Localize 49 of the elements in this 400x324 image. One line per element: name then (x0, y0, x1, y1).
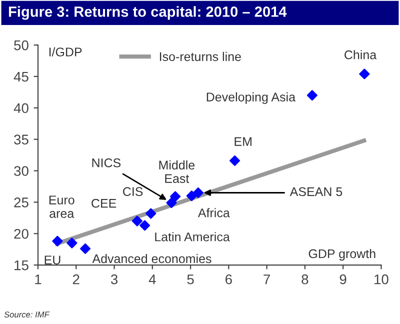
x-tick-label: 1 (35, 274, 42, 284)
y-tick-label: 45 (14, 72, 28, 82)
annotation: China (344, 50, 377, 60)
point (306, 90, 318, 101)
x-tick-label: 9 (340, 274, 346, 284)
y-tick-label: 35 (14, 134, 28, 144)
point (170, 191, 181, 202)
point (139, 220, 150, 231)
y-tick-label: 15 (14, 260, 28, 270)
x-tick-label: 4 (148, 274, 156, 284)
y-tick-label: 30 (14, 166, 28, 176)
annotation: ASEAN 5 (290, 187, 342, 196)
x-tick-label: 2 (72, 274, 80, 284)
annotation: Latin America (155, 232, 230, 242)
y-tick-label: 40 (14, 103, 28, 114)
annotation: EU (44, 256, 60, 264)
point (186, 190, 197, 202)
point (192, 187, 204, 198)
point (146, 208, 156, 219)
annotation: Euro area (49, 196, 74, 218)
x-tick-label: 8 (302, 274, 308, 284)
annotation: Advanced economies (92, 254, 212, 264)
point (66, 238, 78, 248)
point (359, 68, 370, 80)
point (166, 198, 177, 208)
annotation: Developing Asia (206, 92, 296, 104)
chart-title: Figure 3: Returns to capital: 2010 – 2014 (8, 6, 287, 20)
annotation: Middle East (159, 160, 195, 183)
source-note: Source: IMF (4, 312, 50, 318)
x-tick-label: 3 (110, 274, 118, 284)
x-tick-label: 5 (187, 274, 194, 284)
legend-label: Iso-returns line (160, 52, 241, 62)
x-tick-label: 10 (374, 274, 388, 284)
y-tick-label: 50 (14, 40, 28, 50)
x-tick-label: 6 (226, 274, 232, 284)
point (52, 236, 63, 246)
point (80, 243, 91, 254)
x-axis-title: GDP growth (308, 248, 376, 261)
y-tick-label: 20 (14, 228, 28, 239)
annotation: EM (234, 137, 252, 146)
x-tick-label: 7 (264, 274, 270, 284)
point (229, 155, 240, 166)
annotation: CEE (92, 198, 116, 208)
annotation: CIS (123, 187, 143, 196)
y-axis-title: I/GDP (49, 47, 82, 56)
point (132, 216, 142, 226)
annotation: NICS (92, 158, 121, 168)
annotation: Africa (198, 208, 230, 218)
y-tick-label: 25 (14, 198, 28, 208)
